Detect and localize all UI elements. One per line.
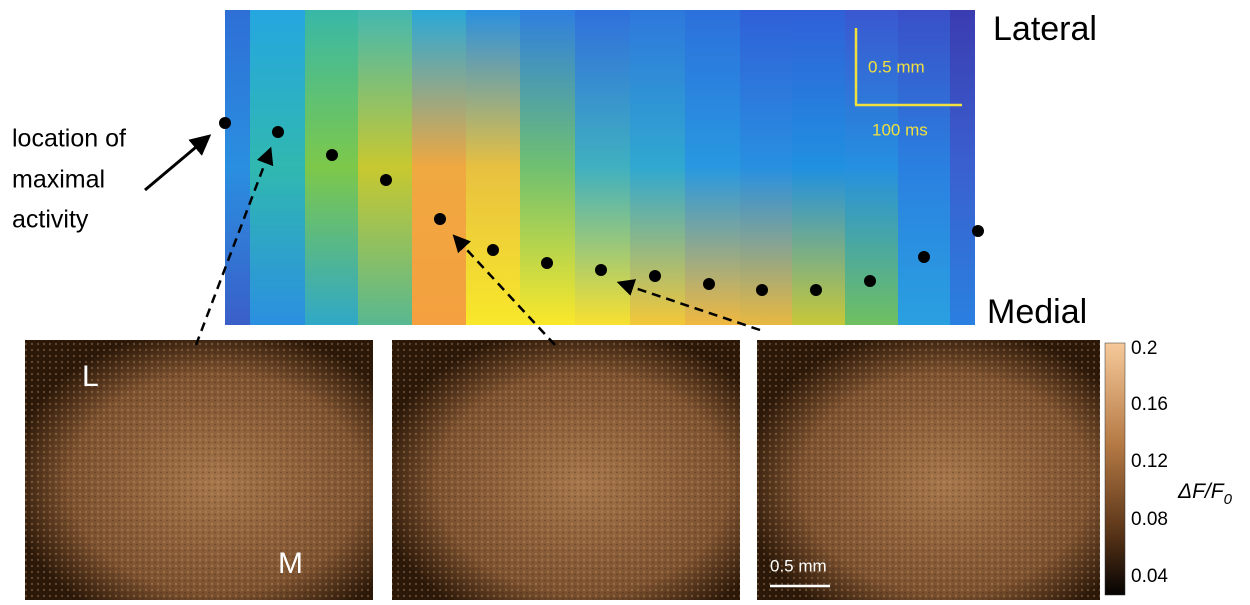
peak-dot — [541, 257, 553, 269]
colorbar-label: ΔF/F0 — [1177, 480, 1233, 508]
heatmap-column — [250, 10, 305, 325]
marker-label: M — [278, 547, 303, 580]
peak-dot — [972, 225, 984, 237]
label-sub: 0 — [1224, 491, 1233, 508]
colorbar-tick: 0.16 — [1131, 394, 1168, 415]
peak-dot — [864, 275, 876, 287]
label-main: ΔF/F — [1177, 480, 1225, 503]
annotation-line: activity — [12, 206, 89, 234]
marker-label: L — [82, 360, 99, 393]
heatmap-column — [740, 10, 792, 325]
heatmap-column — [520, 10, 575, 325]
peak-dot — [756, 284, 768, 296]
colorbar-tick: 0.12 — [1131, 451, 1168, 472]
panels: L M 0.5 mm — [25, 340, 1100, 600]
heatmap-column — [685, 10, 740, 325]
heatmap-column — [575, 10, 630, 325]
peak-dot — [434, 213, 446, 225]
peak-dot — [703, 278, 715, 290]
annotation-line: location of — [12, 125, 126, 153]
annotation-line: maximal — [12, 166, 105, 194]
colorbar: 0.2 0.16 0.12 0.08 0.04 ΔF/F0 — [1105, 338, 1233, 595]
axis-label: Lateral — [993, 10, 1097, 48]
peak-dot — [810, 284, 822, 296]
heatmap-column — [358, 10, 412, 325]
figure: 0.5 mm 100 ms Lateral Medial location of… — [0, 0, 1250, 600]
scale-label: 100 ms — [872, 120, 928, 139]
colorbar-tick: 0.08 — [1131, 509, 1168, 530]
peak-dot — [380, 174, 392, 186]
heatmap-column — [950, 10, 975, 325]
heatmap-column — [792, 10, 845, 325]
peak-dot — [219, 117, 231, 129]
scale-label: 0.5 mm — [868, 57, 925, 76]
peak-dot — [918, 251, 930, 263]
colorbar-tick: 0.2 — [1131, 338, 1157, 359]
page: {"heatmap": {"top_label": "Lateral", "bo… — [0, 0, 1250, 600]
heatmap-column — [305, 10, 358, 325]
peak-dot — [595, 264, 607, 276]
scale-label: 0.5 mm — [770, 556, 827, 575]
peak-dot — [649, 270, 661, 282]
annotation: location of maximal activity — [12, 125, 208, 234]
peak-dot — [326, 149, 338, 161]
axis-label: Medial — [987, 293, 1087, 331]
peak-dot — [487, 244, 499, 256]
colorbar-tick: 0.04 — [1131, 566, 1168, 587]
heatmap — [225, 10, 975, 325]
heatmap-column — [225, 10, 250, 325]
peak-dot — [272, 126, 284, 138]
heatmap-column — [412, 10, 466, 325]
